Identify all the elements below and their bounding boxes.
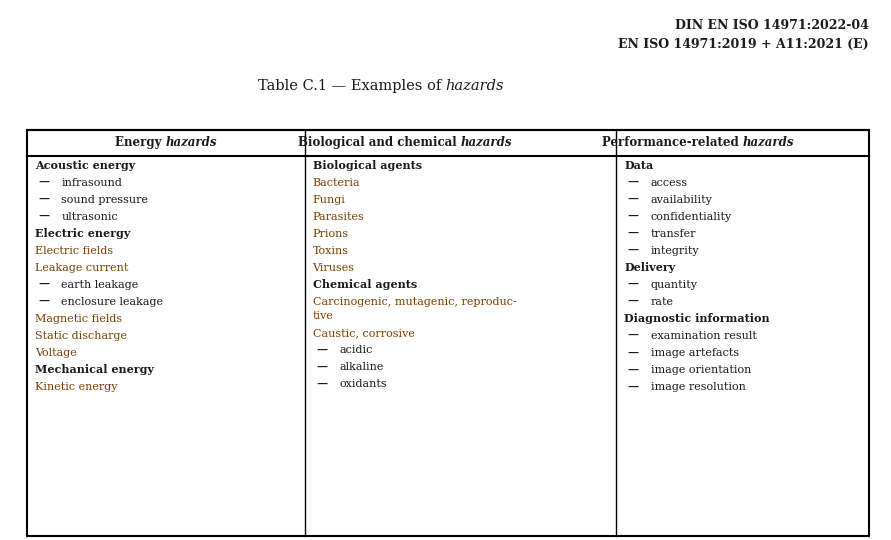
Text: image artefacts: image artefacts — [650, 348, 739, 358]
Text: availability: availability — [650, 195, 713, 205]
Text: Viruses: Viruses — [313, 263, 355, 273]
Text: —: — — [38, 211, 49, 222]
Text: Voltage: Voltage — [35, 348, 77, 358]
Text: Electric energy: Electric energy — [35, 228, 130, 239]
Text: Parasites: Parasites — [313, 212, 364, 222]
Text: Caustic, corrosive: Caustic, corrosive — [313, 328, 414, 338]
Text: infrasound: infrasound — [61, 178, 122, 188]
Text: Bacteria: Bacteria — [313, 178, 360, 188]
Text: Biological agents: Biological agents — [313, 160, 421, 171]
Text: Chemical agents: Chemical agents — [313, 279, 417, 291]
Text: —: — — [628, 381, 639, 393]
Text: Data: Data — [624, 160, 653, 171]
Text: oxidants: oxidants — [339, 379, 387, 389]
Text: Carcinogenic, mutagenic, reproduc-: Carcinogenic, mutagenic, reproduc- — [313, 297, 517, 307]
Text: image resolution: image resolution — [650, 382, 746, 392]
Text: —: — — [316, 362, 327, 373]
Text: —: — — [628, 194, 639, 205]
Text: sound pressure: sound pressure — [61, 195, 149, 205]
Text: ultrasonic: ultrasonic — [61, 212, 119, 222]
Text: —: — — [628, 330, 639, 341]
Text: integrity: integrity — [650, 246, 699, 256]
Text: quantity: quantity — [650, 280, 698, 290]
Text: Toxins: Toxins — [313, 246, 348, 256]
Text: —: — — [628, 296, 639, 307]
Text: Mechanical energy: Mechanical energy — [35, 364, 154, 375]
Text: Diagnostic information: Diagnostic information — [624, 313, 770, 325]
Text: —: — — [628, 245, 639, 256]
Text: —: — — [38, 177, 49, 188]
Text: Leakage current: Leakage current — [35, 263, 128, 273]
Text: Table C.1 — Examples of: Table C.1 — Examples of — [257, 79, 446, 93]
Text: acidic: acidic — [339, 345, 372, 355]
Text: hazards: hazards — [461, 136, 511, 149]
Bar — [27, 130, 869, 536]
Text: Static discharge: Static discharge — [35, 331, 127, 341]
Text: —: — — [38, 296, 49, 307]
Text: DIN EN ISO 14971:2022-04: DIN EN ISO 14971:2022-04 — [674, 19, 869, 32]
Text: confidentiality: confidentiality — [650, 212, 732, 222]
Text: earth leakage: earth leakage — [61, 280, 139, 290]
Text: tive: tive — [313, 311, 333, 321]
Text: —: — — [316, 379, 327, 390]
Text: access: access — [650, 178, 688, 188]
Text: Biological and chemical: Biological and chemical — [298, 136, 461, 149]
Text: Energy: Energy — [115, 136, 166, 149]
Text: Performance-related: Performance-related — [601, 136, 742, 149]
Text: hazards: hazards — [446, 79, 504, 93]
Text: —: — — [628, 228, 639, 239]
Text: —: — — [628, 347, 639, 359]
Text: enclosure leakage: enclosure leakage — [61, 297, 163, 307]
Text: examination result: examination result — [650, 331, 756, 341]
Text: Acoustic energy: Acoustic energy — [35, 160, 135, 171]
Text: —: — — [38, 279, 49, 291]
Text: —: — — [628, 211, 639, 222]
Text: rate: rate — [650, 297, 674, 307]
Text: —: — — [316, 345, 327, 356]
Text: alkaline: alkaline — [339, 362, 384, 372]
Text: image orientation: image orientation — [650, 365, 751, 375]
Text: Magnetic fields: Magnetic fields — [35, 314, 122, 324]
Text: Kinetic energy: Kinetic energy — [35, 382, 118, 392]
Text: Delivery: Delivery — [624, 262, 675, 273]
Text: EN ISO 14971:2019 + A11:2021 (E): EN ISO 14971:2019 + A11:2021 (E) — [618, 38, 869, 51]
Text: Electric fields: Electric fields — [35, 246, 113, 256]
Text: —: — — [38, 194, 49, 205]
Text: hazards: hazards — [166, 136, 217, 149]
Text: —: — — [628, 364, 639, 375]
Text: —: — — [628, 279, 639, 291]
Text: —: — — [628, 177, 639, 188]
Text: transfer: transfer — [650, 229, 697, 239]
Text: Prions: Prions — [313, 229, 348, 239]
Text: hazards: hazards — [742, 136, 794, 149]
Text: Fungi: Fungi — [313, 195, 346, 205]
